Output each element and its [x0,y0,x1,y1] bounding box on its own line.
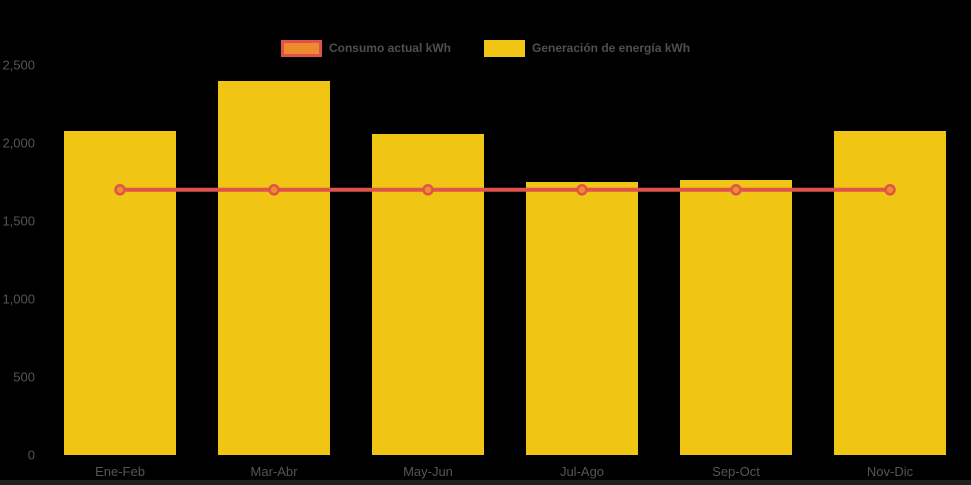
x-tick-label: Ene-Feb [95,464,145,479]
legend-swatch-generacion [483,40,525,57]
legend-label-generacion: Generación de energía kWh [531,41,691,55]
y-tick-label: 1,500 [2,213,35,229]
generation-bar[interactable] [526,182,638,455]
legend-label-consumo: Consumo actual kWh [328,41,451,55]
consumption-point[interactable] [114,184,126,196]
x-axis: Ene-Feb Mar-Abr May-Jun Jul-Ago Sep-Oct Nov-D… [43,464,967,480]
y-tick-label: 0 [27,447,35,463]
x-tick-label: Jul-Ago [559,464,605,479]
legend-item-generacion[interactable]: Generación de energía kWh [483,40,691,57]
legend-swatch-consumo [280,40,322,57]
y-tick-label: 500 [13,369,35,385]
generation-bar[interactable] [218,80,330,455]
y-tick-label: 2,500 [2,57,35,73]
x-tick-label: Sep-Oct [712,464,760,479]
x-tick-label: May-Jun [403,464,453,479]
consumption-point[interactable] [576,184,588,196]
x-tick-label: Mar-Abr [250,464,298,479]
plot-area [43,65,967,455]
consumption-line-layer [114,184,896,196]
consumption-point[interactable] [730,184,742,196]
consumption-point[interactable] [422,184,434,196]
bottom-strip [0,480,971,485]
y-tick-label: 1,000 [2,291,35,307]
legend-item-consumo[interactable]: Consumo actual kWh [280,40,451,57]
generation-bar[interactable] [680,180,792,455]
y-axis: 0 500 1,000 1,500 2,000 2,500 [0,0,35,485]
y-tick-label: 2,000 [2,135,35,151]
consumption-point[interactable] [268,184,280,196]
x-tick-label: Nov-Dic [866,464,914,479]
consumption-point[interactable] [884,184,896,196]
chart-legend: Consumo actual kWh Generación de energía… [0,40,971,57]
